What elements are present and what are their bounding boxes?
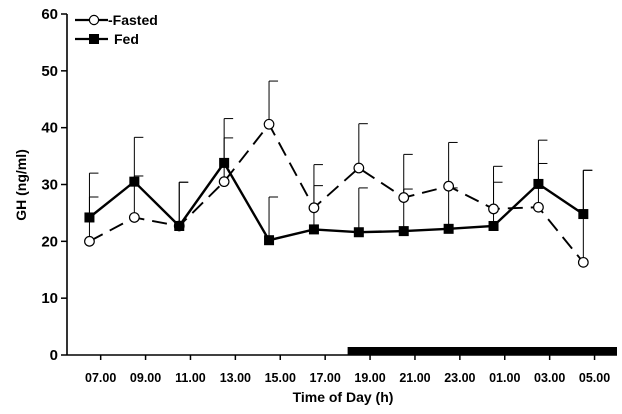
legend-fed-marker (89, 34, 99, 44)
data-point-fasted (443, 180, 455, 192)
data-point-fed (533, 178, 544, 189)
y-tick-label: 10 (41, 290, 58, 307)
x-axis-label: Time of Day (h) (293, 389, 394, 405)
data-point-fasted (308, 202, 320, 214)
data-point-fed (578, 209, 589, 220)
y-tick-label: 50 (41, 63, 58, 80)
x-tick-label: 11.00 (175, 371, 206, 385)
legend-fasted-label: -Fasted (108, 12, 158, 28)
y-tick-label: 30 (41, 177, 58, 194)
error-bars (88, 80, 593, 263)
data-point-fasted (128, 212, 140, 223)
data-point-fed (398, 226, 409, 237)
x-tick-label: 13.00 (220, 371, 251, 385)
data-point-fasted (398, 192, 410, 203)
data-point-fed (353, 227, 364, 238)
x-axis-ticks: 07.00 09.00 11.00 13.00 15.00 17.00 19.00 21.00… (85, 355, 610, 385)
data-point-fasted (218, 176, 230, 188)
data-point-fed (264, 235, 275, 246)
data-point-fed (84, 212, 95, 223)
data-point-fasted (488, 203, 499, 215)
series-line-fasted (88, 122, 585, 263)
x-tick-label: 01.00 (489, 371, 520, 385)
data-point-fasted (533, 201, 544, 213)
y-axis-ticks: 0 10 20 30 40 50 60 (41, 6, 67, 364)
y-tick-label: 60 (41, 6, 58, 23)
dark-period-layer (347, 347, 617, 355)
data-point-fed (443, 223, 454, 234)
data-point-fed (488, 220, 499, 231)
data-point-fed (129, 176, 140, 187)
x-tick-label: 17.00 (310, 371, 341, 385)
y-tick-label: 20 (41, 233, 58, 250)
data-point-fasted (263, 118, 275, 130)
series-lines (88, 122, 585, 263)
x-tick-label: 03.00 (534, 371, 565, 385)
data-point-fasted (353, 162, 365, 174)
x-tick-label: 23.00 (444, 371, 475, 385)
data-point-fasted (84, 235, 95, 247)
x-tick-label: 15.00 (265, 371, 296, 385)
y-tick-label: 40 (41, 120, 58, 137)
data-point-fed (174, 220, 185, 231)
data-point-fed (219, 157, 230, 168)
series-line-fed (88, 160, 584, 242)
x-tick-label: 05.00 (579, 371, 610, 385)
x-tick-label: 19.00 (354, 371, 385, 385)
data-point-fed (308, 224, 319, 235)
data-point-fasted (577, 256, 589, 268)
legend: -Fasted Fed (75, 12, 158, 47)
y-tick-label: 0 (50, 347, 58, 364)
x-tick-label: 21.00 (399, 371, 430, 385)
y-axis-label: GH (ng/ml) (13, 149, 29, 221)
x-tick-label: 07.00 (85, 371, 116, 385)
x-tick-label: 09.00 (130, 371, 161, 385)
series-markers (84, 118, 589, 268)
dark-period-bar (347, 347, 617, 355)
legend-fasted-marker (88, 14, 100, 26)
legend-fed-label: Fed (114, 31, 139, 47)
